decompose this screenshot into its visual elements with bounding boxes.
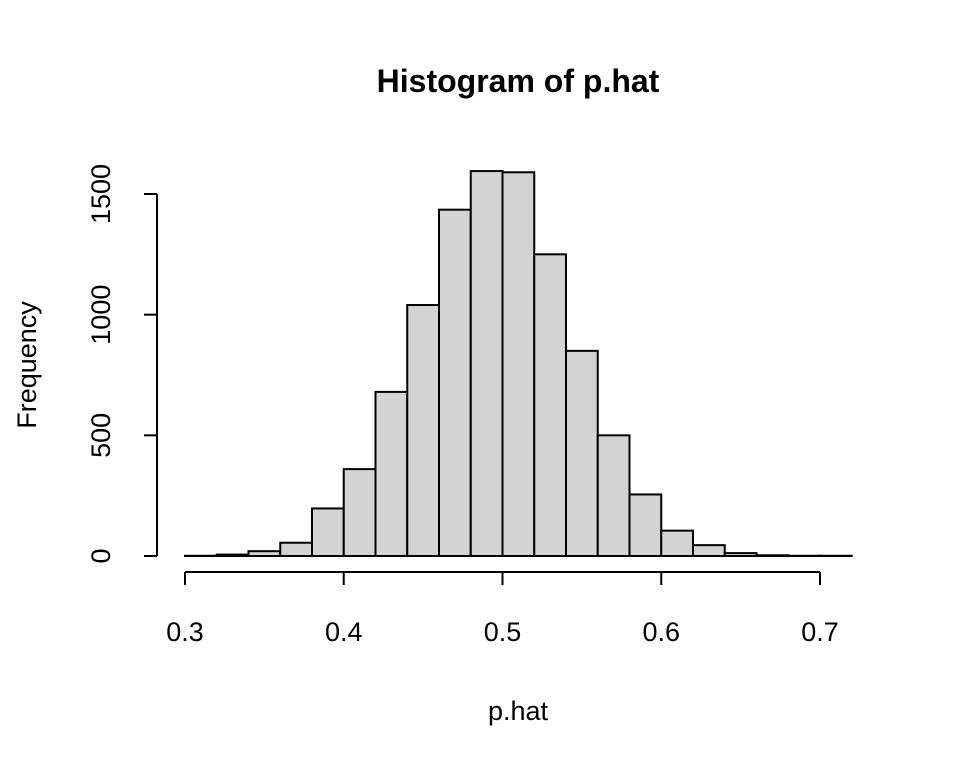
y-tick-label: 0: [86, 548, 116, 563]
x-tick-label: 0.4: [325, 617, 363, 647]
histogram-bar: [628, 493, 663, 557]
y-axis: 0 500 1000 1500: [86, 164, 158, 564]
x-tick-label: 0.5: [484, 617, 522, 647]
x-axis-label: p.hat: [488, 696, 549, 726]
histogram-bar: [692, 544, 726, 558]
histogram-bar: [501, 171, 536, 557]
y-tick-label: 1500: [86, 164, 116, 224]
y-tick-label: 1000: [86, 285, 116, 345]
chart-title: Histogram of p.hat: [377, 63, 660, 99]
histogram-bar: [438, 208, 472, 557]
histogram-bar: [469, 170, 504, 557]
x-tick-label: 0.3: [166, 617, 204, 647]
histogram-bar: [533, 253, 567, 557]
y-axis-label: Frequency: [12, 301, 42, 429]
histogram-bar: [406, 304, 440, 557]
histogram-bar: [311, 507, 345, 558]
histogram-bar: [279, 541, 313, 558]
x-axis: 0.3 0.4 0.5 0.6 0.7: [166, 571, 839, 647]
histogram-bars: [184, 170, 853, 558]
x-tick-label: 0.7: [801, 617, 839, 647]
histogram-bar: [660, 529, 694, 557]
histogram-bar: [565, 349, 599, 557]
histogram-bar: [374, 390, 409, 558]
histogram-bar: [596, 434, 631, 558]
x-tick-label: 0.6: [642, 617, 680, 647]
histogram-bar: [342, 468, 377, 557]
y-tick-label: 500: [86, 413, 116, 458]
